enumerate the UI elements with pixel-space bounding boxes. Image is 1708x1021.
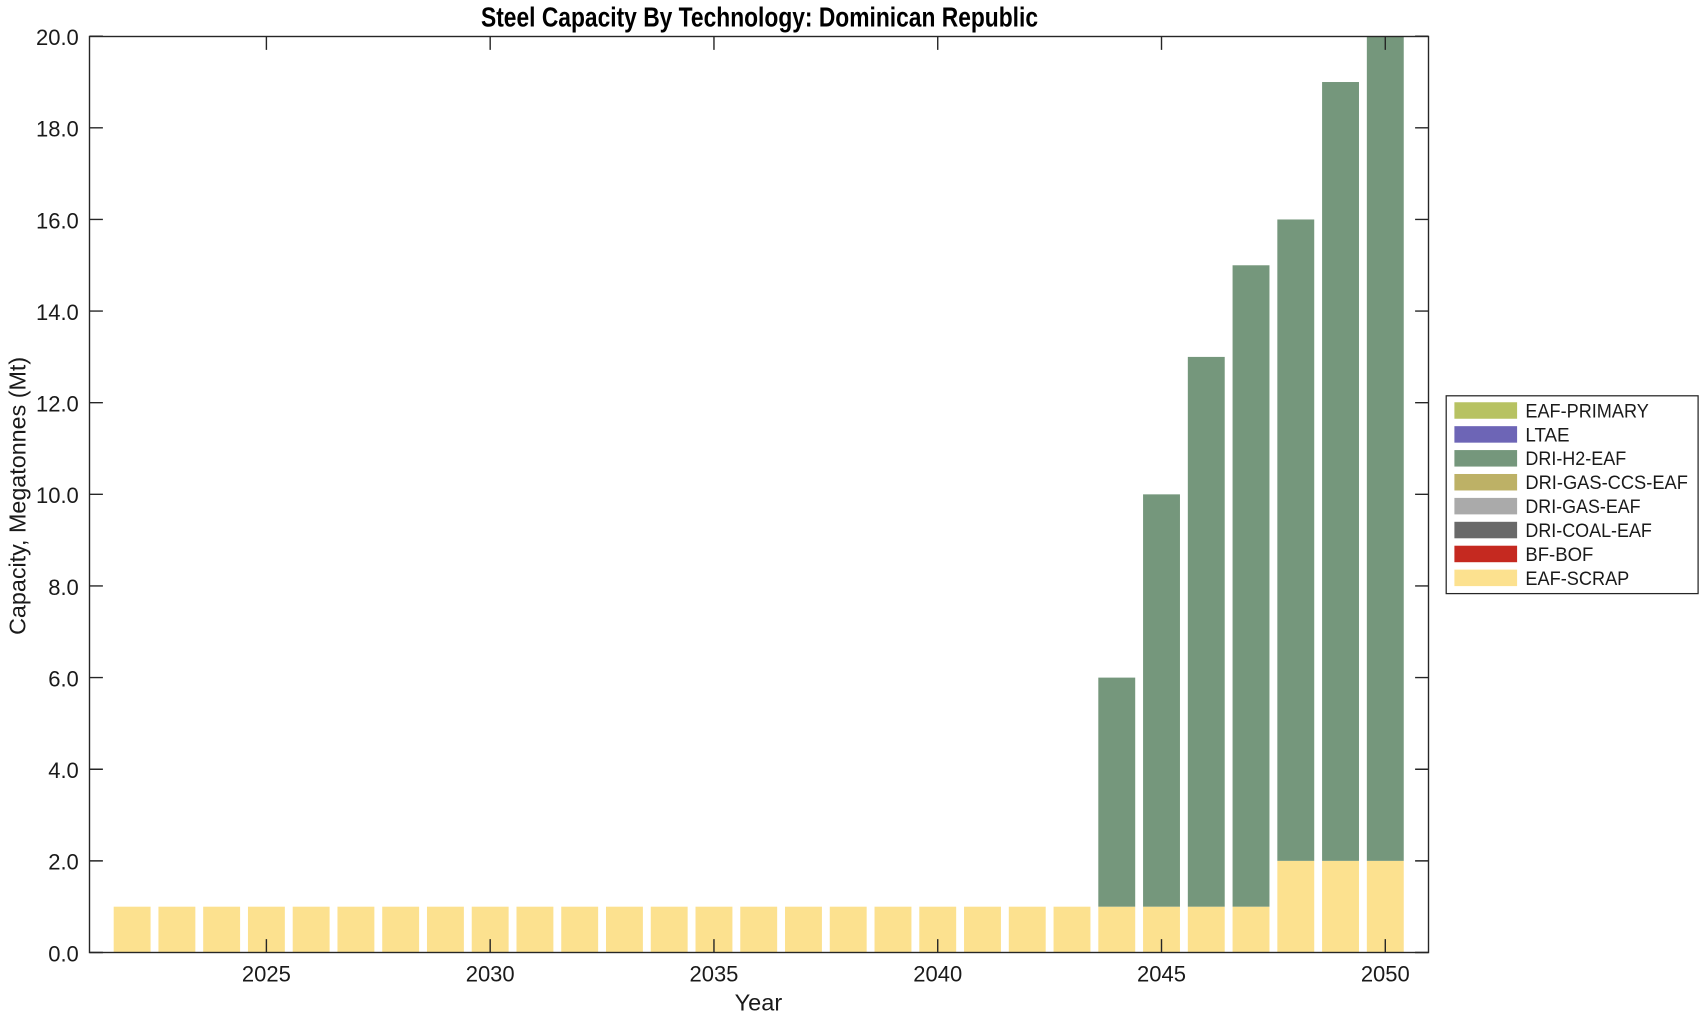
svg-text:2035: 2035 [689, 962, 738, 987]
svg-text:16.0: 16.0 [36, 208, 79, 233]
svg-text:2045: 2045 [1137, 962, 1186, 987]
svg-text:0.0: 0.0 [48, 941, 79, 966]
svg-text:10.0: 10.0 [36, 483, 79, 508]
svg-text:DRI-H2-EAF: DRI-H2-EAF [1525, 448, 1626, 470]
svg-text:20.0: 20.0 [36, 25, 79, 50]
svg-text:2040: 2040 [913, 962, 962, 987]
svg-text:2050: 2050 [1361, 962, 1410, 987]
svg-text:14.0: 14.0 [36, 300, 79, 325]
svg-text:EAF-SCRAP: EAF-SCRAP [1525, 568, 1629, 590]
svg-text:Capacity, Megatonnes (Mt): Capacity, Megatonnes (Mt) [5, 357, 31, 635]
svg-text:12.0: 12.0 [36, 392, 79, 417]
svg-text:4.0: 4.0 [48, 758, 79, 783]
svg-text:Steel Capacity By Technology:: Steel Capacity By Technology: Dominican … [481, 2, 1038, 33]
svg-text:DRI-GAS-EAF: DRI-GAS-EAF [1525, 496, 1640, 518]
svg-text:8.0: 8.0 [48, 575, 79, 600]
svg-text:BF-BOF: BF-BOF [1525, 544, 1593, 566]
svg-text:Year: Year [735, 989, 783, 1015]
svg-text:EAF-PRIMARY: EAF-PRIMARY [1525, 400, 1648, 422]
svg-text:DRI-GAS-CCS-EAF: DRI-GAS-CCS-EAF [1525, 472, 1688, 494]
svg-text:18.0: 18.0 [36, 117, 79, 142]
svg-text:2.0: 2.0 [48, 850, 79, 875]
svg-text:DRI-COAL-EAF: DRI-COAL-EAF [1525, 520, 1652, 542]
svg-text:LTAE: LTAE [1525, 424, 1569, 446]
svg-text:6.0: 6.0 [48, 666, 79, 691]
svg-text:2025: 2025 [242, 962, 291, 987]
svg-text:2030: 2030 [466, 962, 515, 987]
